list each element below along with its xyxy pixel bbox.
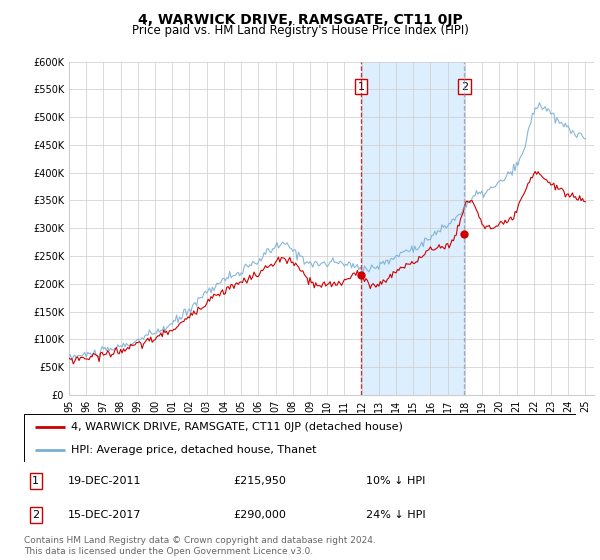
Text: 19-DEC-2011: 19-DEC-2011: [68, 476, 142, 486]
Text: £215,950: £215,950: [234, 476, 287, 486]
Text: 4, WARWICK DRIVE, RAMSGATE, CT11 0JP: 4, WARWICK DRIVE, RAMSGATE, CT11 0JP: [137, 13, 463, 27]
Text: 2: 2: [461, 82, 468, 92]
Text: HPI: Average price, detached house, Thanet: HPI: Average price, detached house, Than…: [71, 445, 316, 455]
Text: 15-DEC-2017: 15-DEC-2017: [68, 510, 142, 520]
Text: 2: 2: [32, 510, 40, 520]
Bar: [361, 62, 464, 395]
Text: 24% ↓ HPI: 24% ↓ HPI: [366, 510, 426, 520]
Text: 10% ↓ HPI: 10% ↓ HPI: [366, 476, 425, 486]
Text: 1: 1: [358, 82, 364, 92]
Text: Contains HM Land Registry data © Crown copyright and database right 2024.
This d: Contains HM Land Registry data © Crown c…: [24, 536, 376, 556]
Text: 4, WARWICK DRIVE, RAMSGATE, CT11 0JP (detached house): 4, WARWICK DRIVE, RAMSGATE, CT11 0JP (de…: [71, 422, 403, 432]
Text: Price paid vs. HM Land Registry's House Price Index (HPI): Price paid vs. HM Land Registry's House …: [131, 24, 469, 37]
Text: £290,000: £290,000: [234, 510, 287, 520]
Text: 1: 1: [32, 476, 39, 486]
